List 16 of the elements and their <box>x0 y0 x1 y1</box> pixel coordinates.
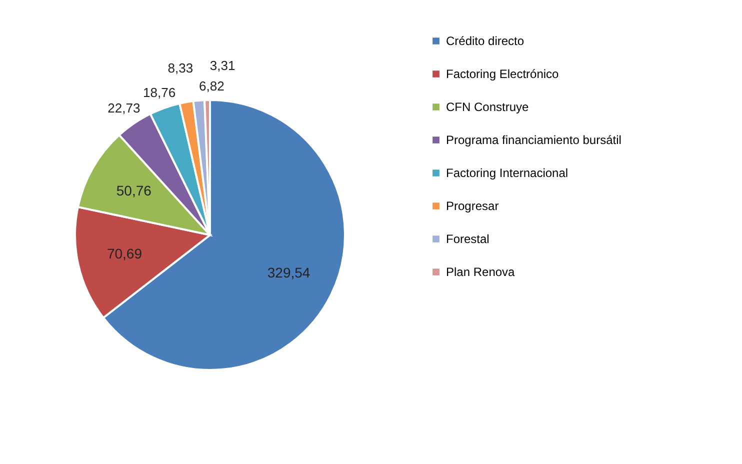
data-label: 329,54 <box>267 264 310 281</box>
data-label: 3,31 <box>210 58 236 74</box>
data-label: 50,76 <box>116 182 152 198</box>
legend-label: Forestal <box>446 232 490 246</box>
legend-label: CFN Construye <box>446 100 530 114</box>
data-label: 70,69 <box>106 246 142 262</box>
data-label: 6,82 <box>199 78 224 94</box>
legend-label: Factoring Electrónico <box>446 67 560 81</box>
legend-label: Factoring Internacional <box>446 166 568 180</box>
legend-label: Progresar <box>446 199 499 213</box>
data-label: 18,76 <box>143 84 176 100</box>
legend-label: Crédito directo <box>446 34 524 48</box>
data-label: 22,73 <box>108 100 140 116</box>
data-label: 8,33 <box>168 60 194 76</box>
legend-label: Plan Renova <box>446 265 516 279</box>
legend-label: Programa financiamiento bursátil <box>446 133 622 147</box>
